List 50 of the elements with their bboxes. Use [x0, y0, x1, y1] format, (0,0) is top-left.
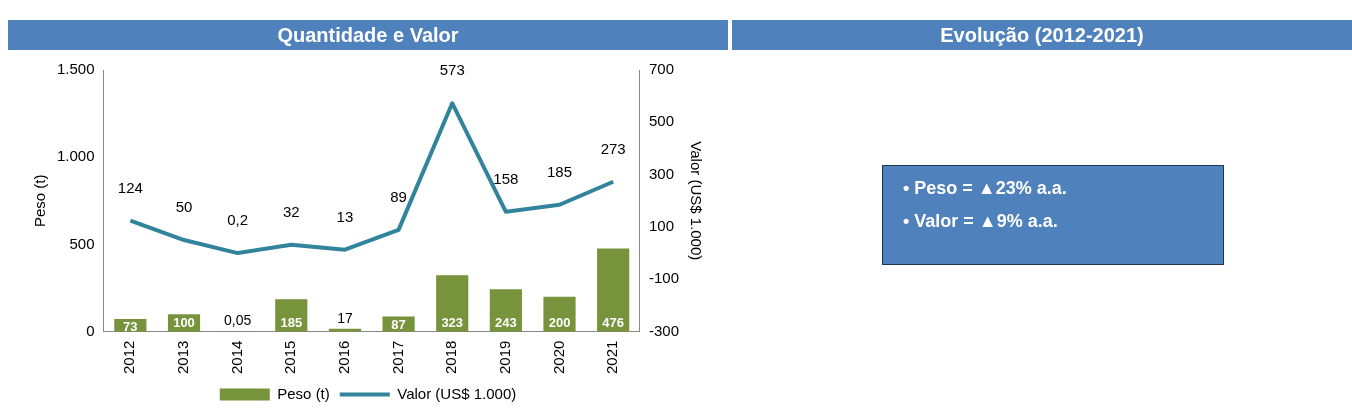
bar: [436, 275, 469, 332]
data-label: 124: [117, 178, 143, 196]
y2-tick-label: -100: [648, 269, 680, 287]
x-tick-label: 2020: [549, 340, 567, 375]
y-tick-label: 0: [86, 321, 95, 339]
data-label: 476: [602, 315, 625, 331]
data-label: 573: [439, 61, 465, 79]
data-label: 273: [600, 139, 626, 157]
y2-tick-label: 300: [648, 164, 675, 182]
text: Evolução (2012-2021): [732, 20, 1352, 50]
legend-label: Valor (US$ 1.000): [397, 384, 517, 402]
data-label: 158: [493, 169, 519, 187]
legend-label: Peso (t): [277, 384, 330, 402]
chart-title: Quantidade e Valor: [8, 20, 728, 50]
y-tick-label: 1.000: [56, 147, 95, 165]
x-tick-label: 2019: [496, 340, 514, 375]
text: • Valor = ▲9% a.a.: [903, 211, 1059, 232]
x-tick-label: 2017: [388, 340, 406, 375]
data-label: 0,05: [224, 312, 252, 329]
x-tick-label: 2012: [120, 340, 138, 375]
data-label: 17: [337, 309, 353, 326]
x-tick-label: 2016: [335, 340, 353, 375]
data-label: 185: [547, 162, 573, 180]
data-label: 32: [282, 202, 300, 220]
data-label: 200: [548, 315, 571, 331]
y2-tick-label: -300: [648, 321, 680, 339]
y-tick-label: 1.500: [56, 60, 95, 78]
data-label: 89: [390, 188, 407, 205]
data-label: 50: [175, 198, 193, 216]
y-tick-label: 500: [69, 234, 95, 252]
y2-tick-label: 500: [648, 112, 675, 130]
x-tick-label: 2014: [227, 340, 245, 375]
data-label: 87: [391, 317, 406, 333]
data-label: 0,2: [227, 211, 249, 229]
y2-tick-label: 700: [648, 60, 675, 78]
text: • Peso = ▲23% a.a.: [903, 178, 1068, 199]
x-tick-label: 2018: [442, 340, 460, 375]
data-label: 323: [441, 315, 464, 331]
x-tick-label: 2021: [603, 340, 621, 375]
data-label: 13: [336, 207, 354, 225]
y-axis-title: Peso (t): [31, 174, 49, 228]
data-label: 100: [173, 315, 195, 331]
data-label: 185: [280, 315, 303, 331]
x-tick-label: 2015: [281, 340, 299, 375]
data-label: 243: [495, 315, 517, 331]
bar: [597, 248, 630, 332]
y2-axis-title: Valor (US$ 1.000): [687, 141, 705, 261]
x-tick-label: 2013: [174, 340, 192, 375]
data-label: 73: [123, 319, 138, 335]
y2-tick-label: 100: [648, 217, 675, 235]
